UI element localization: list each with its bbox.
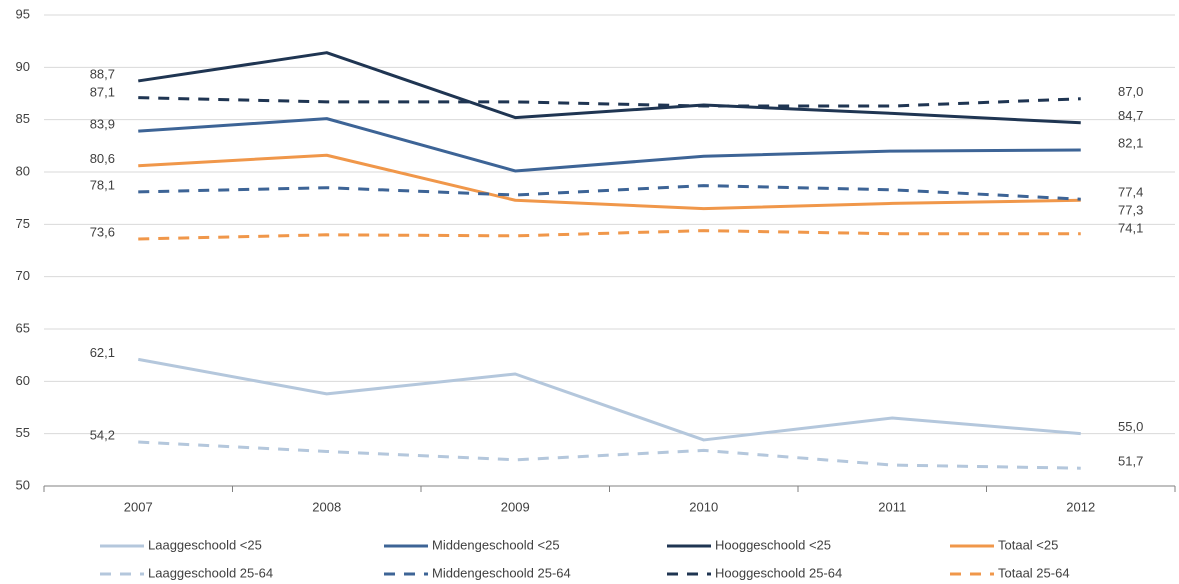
series-line	[138, 153, 1081, 211]
data-label: 78,1	[90, 177, 115, 192]
series-line	[138, 440, 1081, 470]
y-tick-label: 80	[16, 163, 30, 178]
legend-label: Middengeschoold 25-64	[432, 565, 571, 580]
data-label: 55,0	[1118, 419, 1143, 434]
legend-label: Totaal <25	[998, 537, 1058, 552]
y-tick-label: 70	[16, 268, 30, 283]
series-line	[138, 117, 1081, 173]
series-line	[138, 51, 1081, 125]
data-label: 73,6	[90, 224, 115, 239]
series-line	[137, 357, 1081, 442]
data-label: 87,0	[1118, 84, 1143, 99]
data-label: 54,2	[90, 427, 115, 442]
x-tick-label: 2010	[689, 499, 718, 514]
x-tick-label: 2008	[312, 499, 341, 514]
y-tick-label: 50	[16, 477, 30, 492]
legend-label: Laaggeschoold <25	[148, 537, 262, 552]
data-label: 83,9	[90, 117, 115, 132]
x-tick-label: 2009	[501, 499, 530, 514]
data-label: 87,1	[90, 84, 115, 99]
y-tick-label: 60	[16, 373, 30, 388]
x-tick-label: 2007	[124, 499, 153, 514]
legend-label: Middengeschoold <25	[432, 537, 560, 552]
legend-label: Hooggeschoold <25	[715, 537, 831, 552]
x-tick-label: 2012	[1066, 499, 1095, 514]
legend-label: Laaggeschoold 25-64	[148, 565, 273, 580]
data-label: 77,3	[1118, 203, 1143, 218]
data-label: 88,7	[90, 66, 115, 81]
y-tick-label: 85	[16, 111, 30, 126]
series-line	[138, 184, 1081, 201]
data-label: 51,7	[1118, 454, 1143, 469]
data-label: 84,7	[1118, 108, 1143, 123]
x-tick-label: 2011	[878, 499, 906, 514]
legend-label: Totaal 25-64	[998, 565, 1070, 580]
y-tick-label: 55	[16, 425, 30, 440]
data-label: 74,1	[1118, 221, 1143, 236]
data-label: 82,1	[1118, 135, 1143, 150]
y-tick-label: 90	[16, 59, 30, 74]
y-tick-label: 75	[16, 216, 30, 231]
series-line	[138, 96, 1081, 108]
y-tick-label: 65	[16, 320, 30, 335]
data-label: 80,6	[90, 151, 115, 166]
data-label: 77,4	[1118, 185, 1143, 200]
data-label: 62,1	[90, 345, 115, 360]
series-line	[138, 229, 1081, 241]
y-tick-label: 95	[16, 6, 30, 21]
legend-label: Hooggeschoold 25-64	[715, 565, 842, 580]
